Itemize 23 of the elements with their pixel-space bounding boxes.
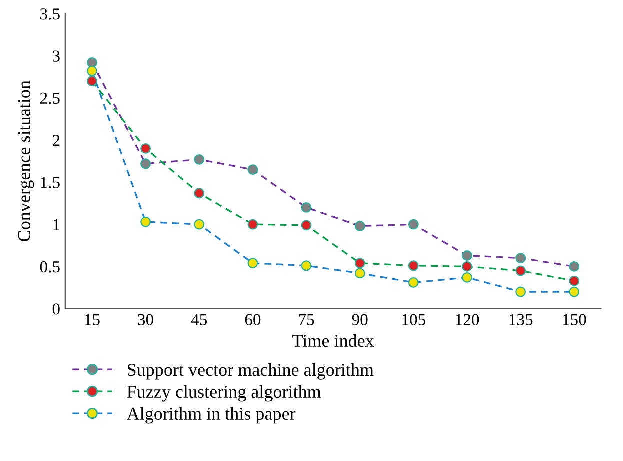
y-tick-label: 0 — [52, 304, 60, 315]
x-tick-label: 150 — [563, 314, 586, 326]
legend-label: Fuzzy clustering algorithm — [127, 385, 322, 402]
x-tick-label: 45 — [191, 314, 208, 326]
y-tick-label: 1.5 — [41, 177, 60, 188]
x-tick-label: 135 — [510, 314, 533, 326]
x-tick-label: 90 — [352, 314, 368, 326]
x-tick-label: 15 — [85, 314, 100, 326]
legend-label: Algorithm in this paper — [126, 407, 296, 424]
x-tick-label: 60 — [245, 314, 261, 326]
y-tick-label: 1 — [54, 219, 60, 230]
legend-label: Support vector machine algorithm — [128, 363, 374, 380]
x-tick-label: 105 — [402, 314, 426, 326]
y-tick-label: 0.5 — [40, 261, 60, 273]
y-tick-label: 2 — [52, 135, 60, 146]
y-axis-title: Convergence situation — [18, 80, 34, 242]
x-tick-label: 75 — [299, 314, 314, 326]
y-tick-label: 2.5 — [40, 92, 60, 104]
x-tick-label: 30 — [138, 314, 154, 326]
x-tick-label: 120 — [456, 314, 480, 326]
y-tick-label: 3 — [53, 50, 60, 62]
y-tick-label: 3.5 — [40, 8, 60, 20]
x-axis-title: Time index — [292, 334, 374, 348]
